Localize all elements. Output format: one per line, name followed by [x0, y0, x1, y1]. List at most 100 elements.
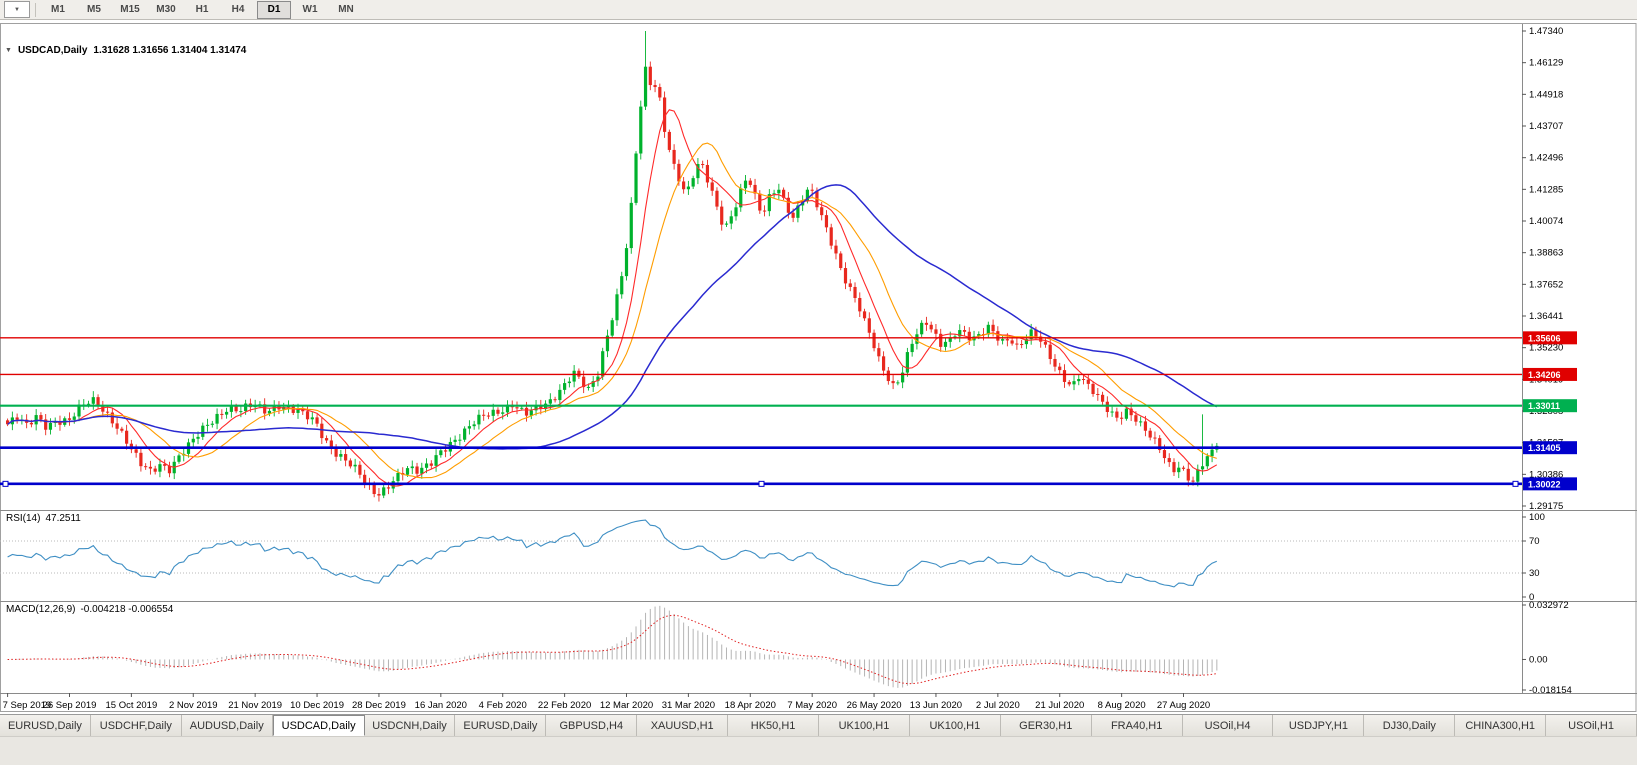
chart-tab-xauusd-h1[interactable]: XAUUSD,H1 — [637, 715, 729, 736]
macd-value: -0.004218 -0.006554 — [80, 604, 174, 615]
price-axis-label: 1.38863 — [1529, 248, 1563, 259]
symbol-dropdown[interactable]: ▼ — [4, 1, 30, 18]
date-axis-label: 7 Sep 2019 — [3, 700, 52, 711]
hline-handle[interactable] — [758, 480, 765, 487]
chart-tab-usoil-h1[interactable]: USOil,H1 — [1546, 715, 1637, 736]
chart-tab-uk100-h1[interactable]: UK100,H1 — [819, 715, 910, 736]
price-axis-label: 1.35230 — [1529, 343, 1563, 354]
date-axis-label: 2 Nov 2019 — [169, 700, 218, 711]
chart-tab-usdjpy-h1[interactable]: USDJPY,H1 — [1273, 715, 1365, 736]
date-axis-label: 15 Oct 2019 — [105, 700, 157, 711]
timeframe-buttons: M1 M5 M15 M30 H1 H4 D1 W1 MN — [41, 0, 363, 19]
chart-tab-fra40-h1[interactable]: FRA40,H1 — [1091, 715, 1183, 736]
timeframe-button-m15[interactable]: M15 — [120, 4, 140, 15]
rsi-axis-label: 30 — [1529, 568, 1540, 579]
rsi-name: RSI(14) — [6, 513, 41, 524]
rsi-axis-label: 70 — [1529, 536, 1540, 547]
price-axis-label: 1.42496 — [1529, 153, 1563, 164]
rsi-axis-label: 0 — [1529, 592, 1534, 603]
date-axis-label: 31 Mar 2020 — [662, 700, 715, 711]
chart-tab-eurusd-daily[interactable]: EURUSD,Daily — [0, 715, 91, 736]
price-axis: 1.47340 1.46129 1.44918 1.43707 1.42496 1.412… — [1522, 26, 1563, 512]
price-axis-label: 1.44918 — [1529, 89, 1563, 100]
price-tag-1.33011: 1.33011 — [1528, 401, 1560, 411]
chart-ohlc-quotes: 1.31628 1.31656 1.31404 1.31474 — [93, 45, 247, 56]
chart-tab-usdchf-daily[interactable]: USDCHF,Daily — [90, 715, 182, 736]
chart-tab-gbpusd-h4[interactable]: GBPUSD,H4 — [546, 715, 638, 736]
date-axis-label: 4 Feb 2020 — [479, 700, 527, 711]
date-axis-label: 22 Feb 2020 — [538, 700, 591, 711]
chart-tab-eurusd-daily[interactable]: EURUSD,Daily — [455, 715, 547, 736]
price-tag-1.35606: 1.35606 — [1528, 333, 1561, 343]
rsi-indicator-label: RSI(14) 47.2511 — [6, 513, 86, 524]
price-tag-1.30022: 1.30022 — [1528, 479, 1561, 489]
rsi-value: 47.2511 — [45, 513, 81, 524]
chart-tab-usdcnh-daily[interactable]: USDCNH,Daily — [364, 715, 456, 736]
hline-handle[interactable] — [1512, 480, 1519, 487]
price-axis-label: 1.36441 — [1529, 311, 1563, 322]
price-axis-label: 1.46129 — [1529, 58, 1563, 69]
date-axis-label: 13 Jun 2020 — [910, 700, 962, 711]
price-tag-1.31405: 1.31405 — [1528, 443, 1561, 453]
date-axis-label: 28 Dec 2019 — [352, 700, 406, 711]
price-tags: 1.35606 1.34206 1.33011 1.31405 1.30022 — [1523, 331, 1577, 491]
timeframe-button-m5[interactable]: M5 — [87, 4, 101, 15]
rsi-axis-label: 100 — [1529, 512, 1545, 523]
macd-axis-label: 0.00 — [1529, 654, 1548, 665]
ohlc-expander-icon[interactable]: ▼ — [5, 47, 12, 54]
chart-tab-usdcad-daily[interactable]: USDCAD,Daily — [272, 715, 365, 736]
price-axis-label: 1.29175 — [1529, 501, 1563, 512]
date-axis-label: 27 Aug 2020 — [1157, 700, 1210, 711]
chart-tab-dj30-daily[interactable]: DJ30,Daily — [1364, 715, 1456, 736]
price-tag-1.34206: 1.34206 — [1528, 370, 1561, 380]
window-bottom-strip — [0, 736, 1637, 765]
dropdown-arrow-icon: ▼ — [14, 6, 20, 13]
price-axis-label: 1.41285 — [1529, 184, 1563, 195]
timeframe-button-d1[interactable]: D1 — [257, 0, 291, 19]
chart-tab-usoil-h4[interactable]: USOil,H4 — [1182, 715, 1274, 736]
chart-symbol-label: USDCAD,Daily — [17, 45, 88, 56]
date-axis-label: 7 May 2020 — [787, 700, 837, 711]
date-axis-label: 12 Mar 2020 — [600, 700, 653, 711]
macd-name: MACD(12,26,9) — [6, 604, 76, 615]
date-axis-label: 26 Sep 2019 — [43, 700, 97, 711]
timeframe-button-h4[interactable]: H4 — [231, 4, 245, 15]
chart-tab-hk50-h1[interactable]: HK50,H1 — [728, 715, 820, 736]
chart-tabs-bar: EURUSD,Daily USDCHF,Daily AUDUSD,Daily USDC… — [0, 714, 1637, 736]
candlesticks — [6, 31, 1219, 502]
macd-axis-label: 0.032972 — [1529, 600, 1569, 611]
hline-handle[interactable] — [2, 480, 9, 487]
rsi-line — [7, 519, 1218, 588]
timeframe-button-w1[interactable]: W1 — [302, 4, 318, 15]
chart-panel: 1.47340 1.46129 1.44918 1.43707 1.42496 1.412… — [0, 20, 1637, 714]
timeframe-button-m30[interactable]: M30 — [156, 4, 176, 15]
date-axis-label: 21 Jul 2020 — [1035, 700, 1084, 711]
price-axis-label: 1.47340 — [1529, 26, 1563, 37]
date-axis-label: 26 May 2020 — [847, 700, 902, 711]
timeframe-button-m1[interactable]: M1 — [51, 4, 65, 15]
date-axis-label: 18 Apr 2020 — [725, 700, 776, 711]
chart-tab-audusd-daily[interactable]: AUDUSD,Daily — [181, 715, 273, 736]
chart-tab-uk100-h1[interactable]: UK100,H1 — [909, 715, 1001, 736]
chart-tab-china300-h1[interactable]: CHINA300,H1 — [1455, 715, 1547, 736]
timeframe-button-h1[interactable]: H1 — [195, 4, 209, 15]
macd-axis-label: -0.018154 — [1529, 685, 1572, 696]
timeframe-button-mn[interactable]: MN — [338, 4, 354, 15]
hline-1.30022[interactable] — [0, 480, 1522, 487]
date-axis-label: 21 Nov 2019 — [228, 700, 282, 711]
price-chart-canvas[interactable]: 1.47340 1.46129 1.44918 1.43707 1.42496 1.412… — [0, 20, 1637, 714]
rsi-panel: 100 70 30 0 — [0, 512, 1545, 603]
chart-title: ▼ USDCAD,Daily 1.31628 1.31656 1.31404 1… — [5, 45, 246, 56]
macd-signal-line — [7, 614, 1217, 685]
chart-frame — [0, 23, 1637, 712]
ma-16-line — [7, 142, 1217, 479]
price-axis-label: 1.30386 — [1529, 469, 1563, 480]
timeframe-toolbar: ▼ M1 M5 M15 M30 H1 H4 D1 W1 MN — [0, 0, 1637, 20]
date-axis-label: 2 Jul 2020 — [976, 700, 1020, 711]
chart-tab-ger30-h1[interactable]: GER30,H1 — [1000, 715, 1092, 736]
price-axis-label: 1.43707 — [1529, 121, 1563, 132]
macd-indicator-label: MACD(12,26,9) -0.004218 -0.006554 — [6, 604, 178, 615]
toolbar-separator — [35, 2, 36, 17]
